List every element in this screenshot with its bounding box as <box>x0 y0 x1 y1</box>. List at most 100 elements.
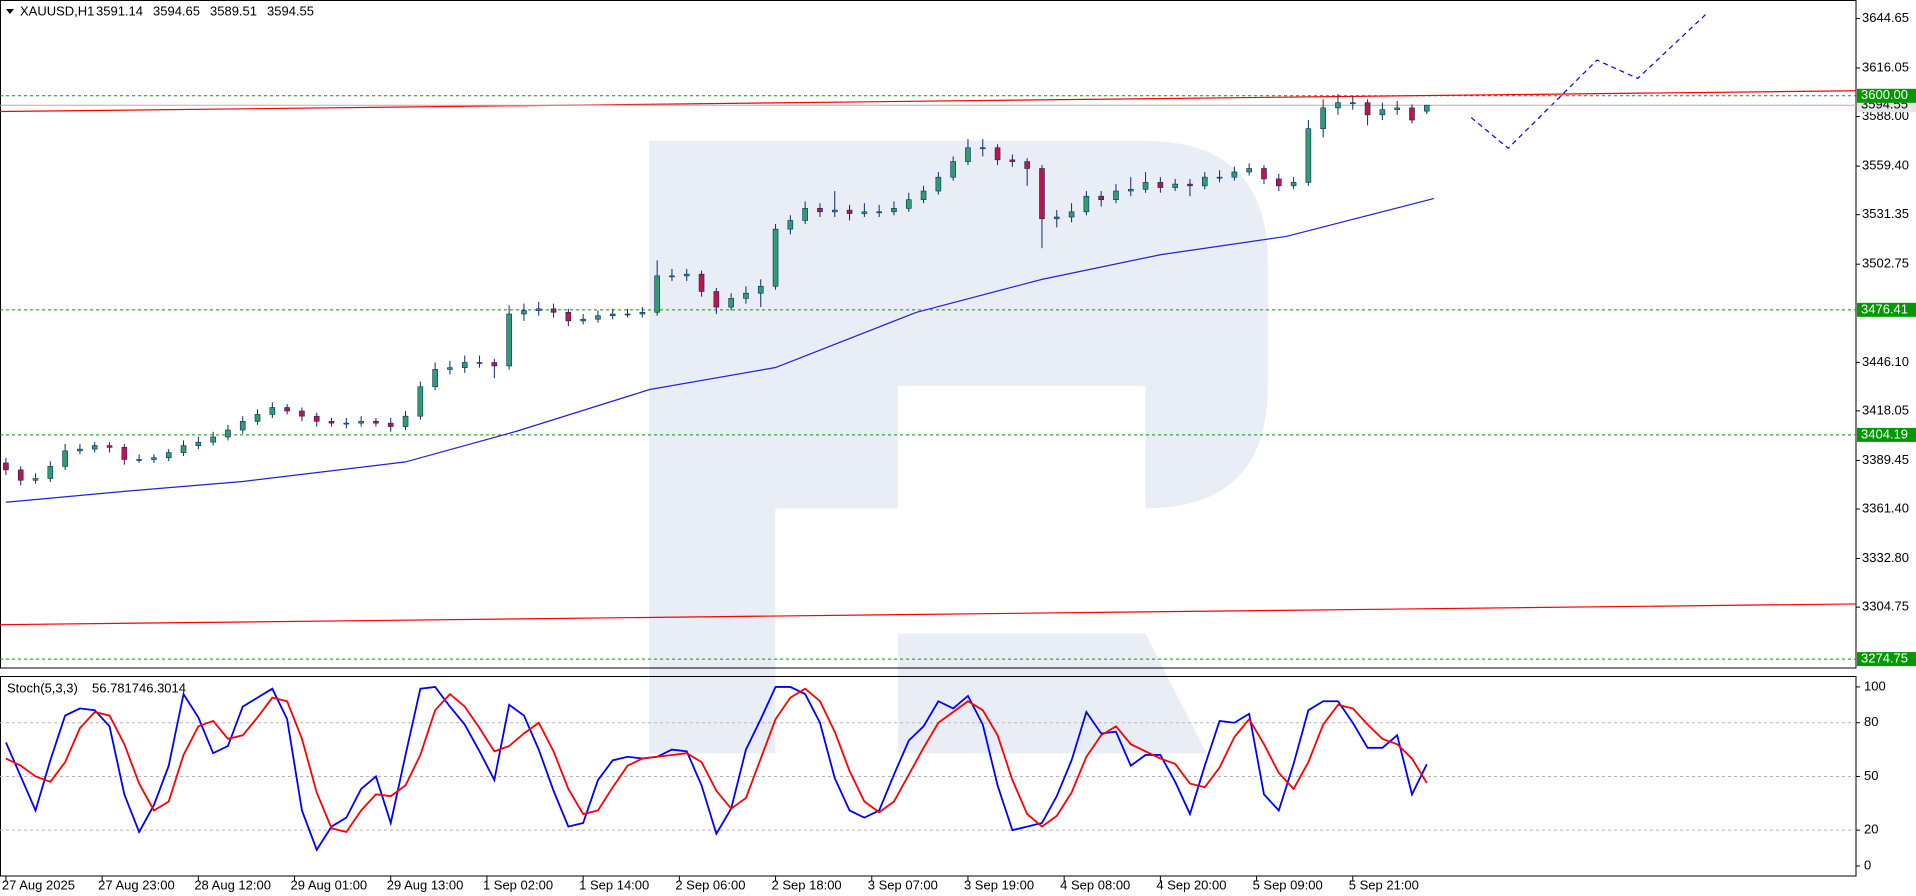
candle-body <box>609 313 616 317</box>
candle-body <box>180 445 187 453</box>
candle-body <box>1142 182 1149 190</box>
candle-body <box>979 147 986 150</box>
candle-body <box>91 445 98 450</box>
candle-body <box>728 298 734 308</box>
watermark <box>649 140 1268 754</box>
y-tick-label: 3389.45 <box>1862 452 1909 467</box>
candle-body <box>1127 188 1134 192</box>
candle-body <box>1113 190 1119 200</box>
candle-body <box>239 421 246 431</box>
x-tick-label: 3 Sep 07:00 <box>868 877 938 892</box>
candle-body <box>3 462 9 471</box>
stoch-y-tick-label: 80 <box>1864 714 1878 729</box>
close: 3594.55 <box>267 3 314 18</box>
high: 3594.65 <box>153 3 200 18</box>
candle-body <box>121 447 128 460</box>
open: 3591.14 <box>96 3 143 18</box>
x-tick-label: 2 Sep 06:00 <box>675 877 745 892</box>
candle-body <box>1261 168 1267 180</box>
candle-body <box>165 452 172 459</box>
candle-body <box>639 311 646 315</box>
candle-body <box>313 415 320 422</box>
candle-body <box>772 228 779 287</box>
candle-body <box>77 448 83 452</box>
candle-body <box>817 208 823 213</box>
candle-body <box>210 436 216 443</box>
candle-body <box>373 421 379 424</box>
stoch-k: 56.7817 <box>92 680 139 695</box>
overlay-line <box>1470 11 1709 150</box>
level-box <box>1857 427 1916 442</box>
candle-body <box>595 315 601 320</box>
candle-body <box>861 211 868 214</box>
candle-body <box>1290 182 1297 187</box>
candle-body <box>950 161 956 178</box>
candle-body <box>225 429 231 438</box>
candle-body <box>1231 171 1238 178</box>
stoch-d: 46.3014 <box>139 680 186 695</box>
candle-body <box>476 362 483 364</box>
candle-body <box>565 311 572 322</box>
candle-body <box>965 147 971 162</box>
x-tick-label: 29 Aug 01:00 <box>291 877 368 892</box>
candle-body <box>654 275 660 313</box>
candle-body <box>136 459 142 461</box>
stoch-title: Stoch(5,3,3) <box>7 680 78 695</box>
candle-body <box>62 450 68 467</box>
candle-body <box>905 199 912 209</box>
candle-body <box>491 362 498 367</box>
candle-body <box>32 478 39 481</box>
x-tick-label: 5 Sep 09:00 <box>1253 877 1323 892</box>
candle-body <box>1305 128 1312 183</box>
candle-body <box>994 147 1001 161</box>
candle-body <box>891 208 897 213</box>
candle-body <box>1216 176 1223 179</box>
stoch-y-tick-label: 100 <box>1864 678 1886 693</box>
x-tick-label: 1 Sep 14:00 <box>579 877 649 892</box>
level-box <box>1857 652 1916 667</box>
candle-body <box>802 208 808 221</box>
stoch-line <box>5 687 1428 833</box>
candle-body <box>254 414 261 422</box>
candle-body <box>876 211 882 214</box>
y-tick-label: 3332.80 <box>1862 550 1909 565</box>
x-tick-label: 27 Aug 2025 <box>2 877 75 892</box>
x-tick-label: 5 Sep 21:00 <box>1349 877 1419 892</box>
candle-body <box>506 313 512 367</box>
candle-body <box>417 386 424 417</box>
candle-body <box>447 367 453 370</box>
candle-body <box>1024 161 1030 169</box>
candle-body <box>106 445 113 448</box>
level-box <box>1857 88 1916 103</box>
candle-body <box>1098 195 1104 200</box>
candle-body <box>1320 107 1326 129</box>
level-label: 3274.75 <box>1861 651 1908 666</box>
low: 3589.51 <box>210 3 257 18</box>
candle-body <box>846 209 853 214</box>
plot-layer: 3644.653616.053588.003559.403531.353502.… <box>0 10 1916 892</box>
candle-body <box>683 273 690 277</box>
candle-body <box>284 407 290 412</box>
candle-body <box>1068 211 1075 218</box>
candle-body <box>1009 159 1016 162</box>
candle-body <box>328 421 335 424</box>
y-tick-label: 3361.40 <box>1862 500 1909 515</box>
stoch-y-tick-label: 50 <box>1864 768 1878 783</box>
candle-body <box>1364 102 1371 116</box>
y-tick-label: 3531.35 <box>1862 206 1909 221</box>
candle-body <box>1423 104 1430 112</box>
candle-body <box>831 209 838 213</box>
symbol: XAUUSD,H1 <box>20 3 94 18</box>
main-frame <box>0 0 1857 669</box>
overlay-line <box>5 197 1435 503</box>
candle-body <box>1157 182 1164 188</box>
candle-body <box>580 318 586 322</box>
x-tick-label: 29 Aug 13:00 <box>387 877 464 892</box>
candle-body <box>432 369 438 388</box>
stoch-y-tick-label: 20 <box>1864 822 1878 837</box>
candle-body <box>535 308 542 311</box>
candle-body <box>935 176 942 192</box>
level-label: 3476.41 <box>1861 301 1908 316</box>
candle-body <box>461 362 468 368</box>
